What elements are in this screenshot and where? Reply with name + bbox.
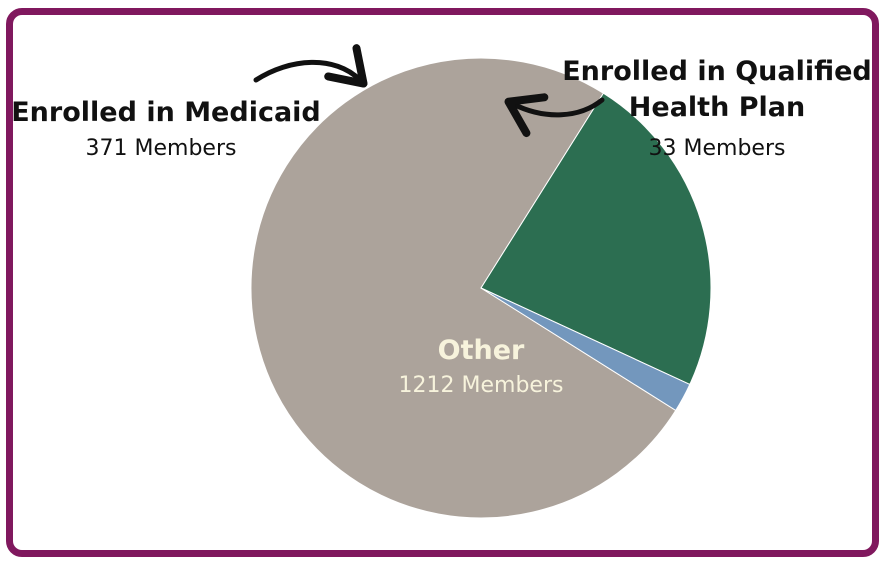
qhp-label-line2: Health Plan [629,92,805,123]
medicaid-label: Enrolled in Medicaid [11,97,321,128]
medicaid-arrow [253,44,368,88]
qhp-label-line1: Enrolled in Qualified [562,56,872,87]
other-label: Other [438,335,525,366]
pie-slices [250,57,712,519]
qhp-arrow [504,93,605,138]
medicaid-value-label: 371 Members [86,136,237,161]
slice-other [250,57,677,519]
slice-qualified-health-plan [480,287,691,412]
qhp-value-label: 33 Members [649,136,786,161]
slice-medicaid [480,92,712,386]
other-value-label: 1212 Members [399,373,564,398]
